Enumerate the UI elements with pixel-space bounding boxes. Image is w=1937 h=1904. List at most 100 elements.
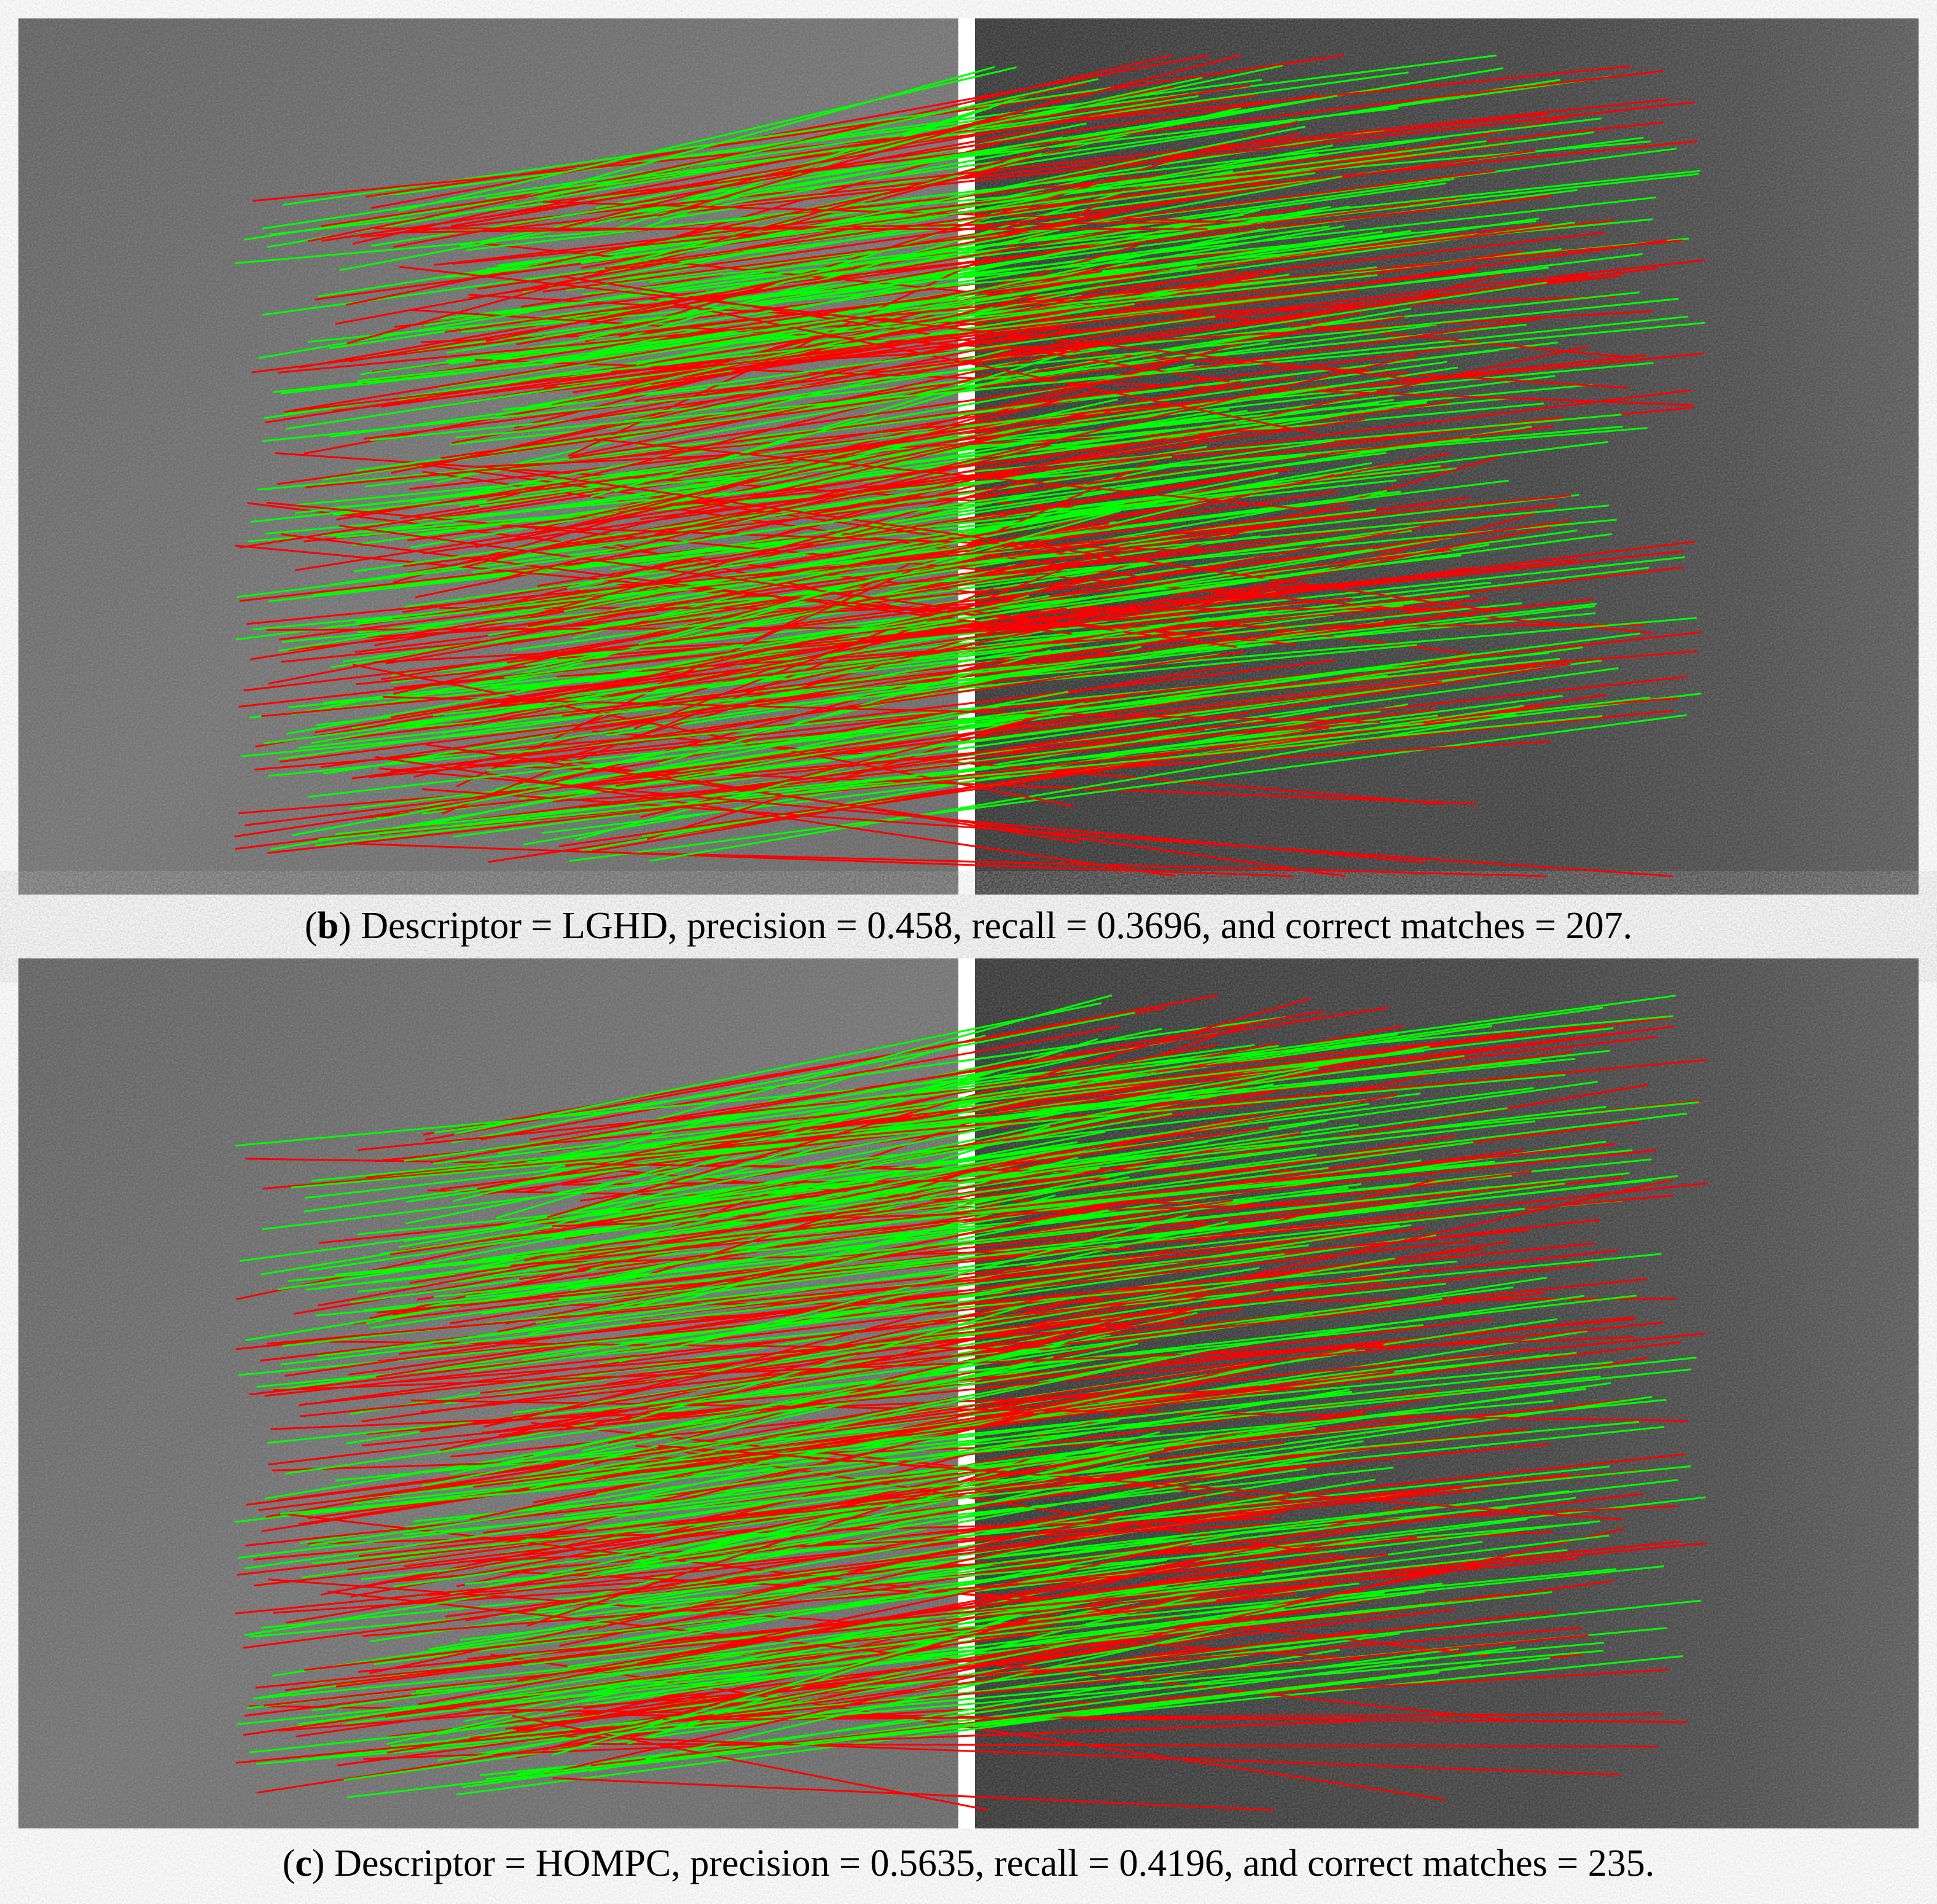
wrong-match — [378, 767, 1425, 863]
correct-match — [620, 1105, 1606, 1224]
label-close: ) — [338, 905, 351, 947]
correct-match — [542, 1107, 1508, 1242]
wrong-match — [375, 756, 1175, 877]
wrong-match — [353, 1177, 1624, 1325]
wrong-match — [390, 659, 1336, 772]
wrong-match — [656, 526, 1551, 709]
wrong-match — [658, 1444, 1623, 1521]
wrong-match — [468, 630, 1223, 747]
correct-match — [286, 595, 1050, 735]
wrong-match — [483, 1296, 1049, 1428]
correct-match — [292, 691, 1069, 836]
wrong-match — [582, 664, 1538, 782]
wrong-match — [588, 1495, 1207, 1631]
wrong-match — [599, 1031, 1519, 1165]
wrong-match — [640, 1517, 1420, 1664]
correct-match — [649, 170, 1700, 283]
correct-match — [608, 125, 1305, 268]
correct-match — [267, 1324, 1424, 1444]
correct-match — [590, 174, 1105, 288]
match-lines — [234, 54, 1705, 877]
wrong-match — [441, 562, 1078, 815]
correct-match — [552, 1615, 1021, 1757]
wrong-match — [445, 197, 1461, 333]
correct-match — [308, 220, 1536, 343]
wrong-match — [565, 1044, 1218, 1167]
wrong-match — [552, 1201, 1374, 1228]
caption: (b) Descriptor = LGHD, precision = 0.458… — [0, 904, 1937, 948]
wrong-match — [258, 1385, 1260, 1511]
wrong-match — [569, 317, 1541, 460]
wrong-match — [649, 297, 1315, 434]
wrong-match — [370, 54, 1210, 210]
correct-match — [582, 632, 1641, 769]
correct-match — [315, 715, 1439, 847]
wrong-match — [262, 1059, 1707, 1190]
wrong-match — [267, 1229, 1529, 1345]
correct-match — [264, 610, 1269, 745]
correct-match — [393, 1443, 1403, 1588]
match-lines — [234, 994, 1708, 1811]
wrong-match — [499, 444, 1051, 580]
correct-match — [270, 107, 1399, 236]
correct-match — [449, 1342, 1065, 1476]
correct-match — [544, 437, 1471, 574]
correct-match — [453, 349, 1498, 473]
correct-match — [588, 217, 1540, 356]
correct-match — [638, 509, 1122, 645]
correct-match — [582, 173, 1699, 296]
correct-match — [579, 462, 1403, 590]
correct-match — [471, 1234, 1437, 1373]
wrong-match — [451, 327, 1058, 444]
correct-match — [285, 1342, 1210, 1475]
wrong-match — [249, 1247, 1484, 1396]
correct-match — [531, 652, 1476, 788]
wrong-match — [663, 1713, 1662, 1721]
correct-match — [646, 1224, 1412, 1347]
wrong-match — [593, 438, 1306, 511]
wrong-match — [461, 426, 1039, 568]
wrong-match — [429, 1010, 1324, 1164]
correct-match — [636, 227, 1266, 366]
correct-match — [256, 1650, 1604, 1765]
wrong-match — [272, 1336, 1635, 1392]
label-open: ( — [282, 1843, 295, 1884]
correct-match — [240, 1137, 1195, 1262]
correct-match — [244, 95, 1199, 241]
correct-match — [351, 612, 1596, 729]
correct-match — [245, 1508, 1011, 1636]
wrong-match — [243, 1609, 1122, 1736]
correct-match — [308, 675, 1388, 798]
correct-match — [288, 1149, 1633, 1282]
wrong-match — [321, 94, 1320, 242]
correct-match — [397, 66, 1017, 212]
wrong-match — [420, 1292, 1544, 1414]
correct-match — [463, 1615, 1222, 1760]
wrong-match — [471, 609, 1042, 726]
caption: (c) Descriptor = HOMPC, precision = 0.56… — [0, 1842, 1937, 1886]
wrong-match — [547, 997, 1311, 1218]
wrong-match — [362, 1554, 1388, 1637]
wrong-match — [458, 1505, 1677, 1563]
correct-match — [524, 230, 1383, 364]
wrong-match — [264, 1250, 1618, 1397]
wrong-match — [605, 143, 1509, 270]
wrong-match — [530, 477, 1035, 617]
correct-match — [535, 1025, 1493, 1164]
wrong-match — [422, 265, 1297, 469]
correct-match — [547, 490, 1387, 638]
correct-match — [492, 229, 1060, 361]
correct-match — [310, 1419, 1175, 1546]
wrong-match — [339, 1344, 1384, 1502]
wrong-match — [379, 710, 1673, 836]
wrong-match — [369, 1061, 1481, 1320]
wrong-match — [452, 140, 1698, 265]
correct-match — [549, 1034, 986, 1170]
wrong-match — [284, 1571, 1262, 1691]
correct-match — [433, 1027, 1614, 1165]
wrong-match — [570, 342, 1113, 458]
correct-match — [421, 1342, 1138, 1487]
wrong-match — [468, 294, 1109, 334]
correct-match — [332, 439, 1334, 586]
